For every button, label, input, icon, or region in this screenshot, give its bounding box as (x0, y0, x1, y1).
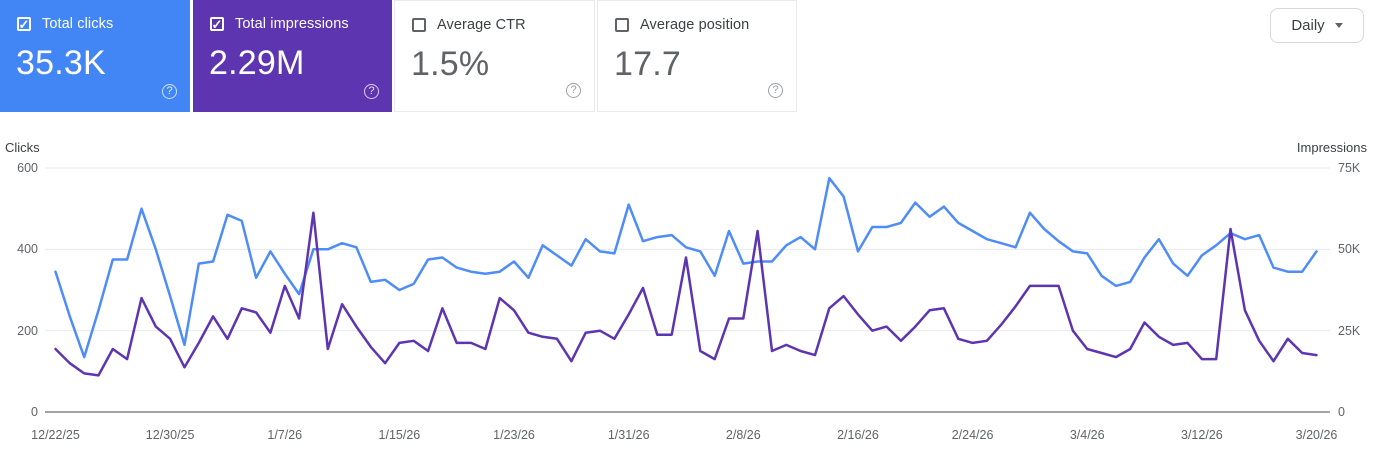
checkmark-icon: ✓ (18, 16, 30, 32)
metric-card-total-impressions[interactable]: ✓ Total impressions 2.29M ? (193, 0, 392, 112)
metric-card-average-ctr[interactable]: Average CTR 1.5% ? (394, 0, 595, 112)
card-header-average-position: Average position (615, 17, 749, 33)
left-axis-tick: 600 (17, 161, 38, 175)
x-axis-tick: 1/15/26 (378, 428, 421, 442)
right-axis-tick: 75K (1338, 161, 1361, 175)
x-axis-tick: 2/16/26 (837, 428, 879, 442)
x-axis-tick: 2/24/26 (951, 428, 994, 442)
help-icon[interactable]: ? (364, 84, 379, 99)
x-axis-tick: 1/23/26 (493, 428, 535, 442)
x-axis-tick: 3/4/26 (1069, 428, 1105, 442)
help-icon[interactable]: ? (162, 84, 177, 99)
help-icon[interactable]: ? (768, 83, 783, 98)
series-line-total-clicks[interactable] (54, 176, 1318, 359)
right-axis-title: Impressions (1296, 140, 1367, 155)
card-header-total-impressions: ✓ Total impressions (210, 16, 349, 32)
average-position-label: Average position (640, 17, 750, 33)
average-position-checkbox[interactable] (615, 18, 629, 32)
average-ctr-value: 1.5% (411, 45, 490, 83)
x-axis-tick: 1/7/26 (267, 428, 303, 442)
average-ctr-checkbox[interactable] (412, 18, 426, 32)
left-axis-tick: 400 (17, 242, 38, 257)
metric-card-total-clicks[interactable]: ✓ Total clicks 35.3K ? (0, 0, 190, 112)
x-axis-tick: 3/12/26 (1181, 428, 1223, 442)
performance-chart[interactable]: Clicks Impressions 0 200 400 600 0 25K 50K 75K… (0, 135, 1373, 457)
card-header-average-ctr: Average CTR (412, 17, 526, 33)
average-ctr-label: Average CTR (437, 17, 526, 33)
chart-canvas[interactable] (0, 135, 1373, 457)
x-axis-tick: 1/31/26 (607, 428, 650, 442)
x-axis-tick: 12/30/25 (145, 428, 195, 442)
left-axis-tick: 200 (17, 323, 38, 338)
right-axis-tick: 50K (1338, 242, 1361, 257)
series-line-total-impressions[interactable] (54, 211, 1318, 377)
granularity-dropdown[interactable]: Daily (1270, 8, 1364, 43)
right-axis-tick: 25K (1338, 323, 1361, 338)
total-impressions-checkbox[interactable]: ✓ (210, 17, 224, 31)
right-axis-tick: 0 (1338, 405, 1345, 419)
total-clicks-value: 35.3K (16, 44, 106, 82)
average-position-value: 17.7 (614, 45, 681, 83)
granularity-dropdown-label: Daily (1291, 17, 1325, 34)
left-axis-title: Clicks (5, 140, 40, 155)
chevron-down-icon (1334, 23, 1343, 28)
x-axis-tick: 3/20/26 (1295, 428, 1338, 442)
x-axis-tick: 12/22/25 (31, 428, 80, 442)
x-axis-tick: 2/8/26 (725, 428, 761, 442)
checkmark-icon: ✓ (211, 16, 223, 32)
metric-card-average-position[interactable]: Average position 17.7 ? (597, 0, 797, 112)
total-clicks-label: Total clicks (42, 16, 114, 32)
total-clicks-checkbox[interactable]: ✓ (17, 17, 31, 31)
left-axis-tick: 0 (31, 405, 38, 419)
total-impressions-label: Total impressions (235, 16, 349, 32)
help-icon[interactable]: ? (566, 83, 581, 98)
card-header-total-clicks: ✓ Total clicks (17, 16, 113, 32)
total-impressions-value: 2.29M (209, 44, 305, 82)
